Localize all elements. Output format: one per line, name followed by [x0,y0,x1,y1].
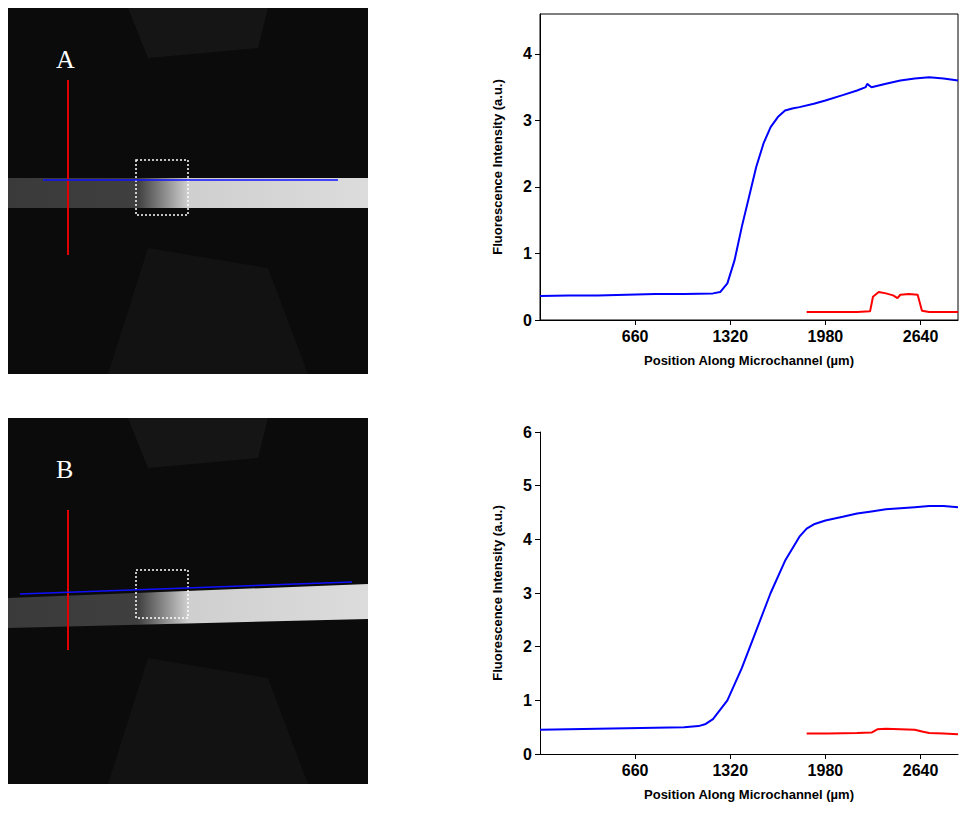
svg-text:Position Along Microchannel (µ: Position Along Microchannel (µm) [644,787,854,802]
svg-text:1: 1 [523,245,532,262]
svg-text:2640: 2640 [903,762,939,779]
svg-text:6: 6 [523,424,532,441]
svg-text:Position Along Microchannel (µ: Position Along Microchannel (µm) [644,353,854,368]
svg-text:2: 2 [523,638,532,655]
svg-text:A: A [56,45,75,74]
svg-text:Fluorescence Intensity (a.u.): Fluorescence Intensity (a.u.) [490,505,505,681]
svg-text:0: 0 [523,746,532,763]
svg-text:1980: 1980 [808,762,844,779]
svg-text:1320: 1320 [712,762,748,779]
svg-text:Fluorescence Intensity (a.u.): Fluorescence Intensity (a.u.) [490,79,505,255]
svg-text:660: 660 [622,328,649,345]
svg-text:660: 660 [622,762,649,779]
svg-text:5: 5 [523,477,532,494]
svg-text:3: 3 [523,112,532,129]
svg-text:4: 4 [523,45,532,62]
svg-text:0: 0 [523,312,532,329]
svg-text:3: 3 [523,585,532,602]
svg-text:1: 1 [523,692,532,709]
svg-text:1980: 1980 [808,328,844,345]
svg-text:4: 4 [523,531,532,548]
svg-text:2: 2 [523,178,532,195]
svg-text:B: B [56,455,73,484]
svg-text:1320: 1320 [712,328,748,345]
svg-text:2640: 2640 [903,328,939,345]
